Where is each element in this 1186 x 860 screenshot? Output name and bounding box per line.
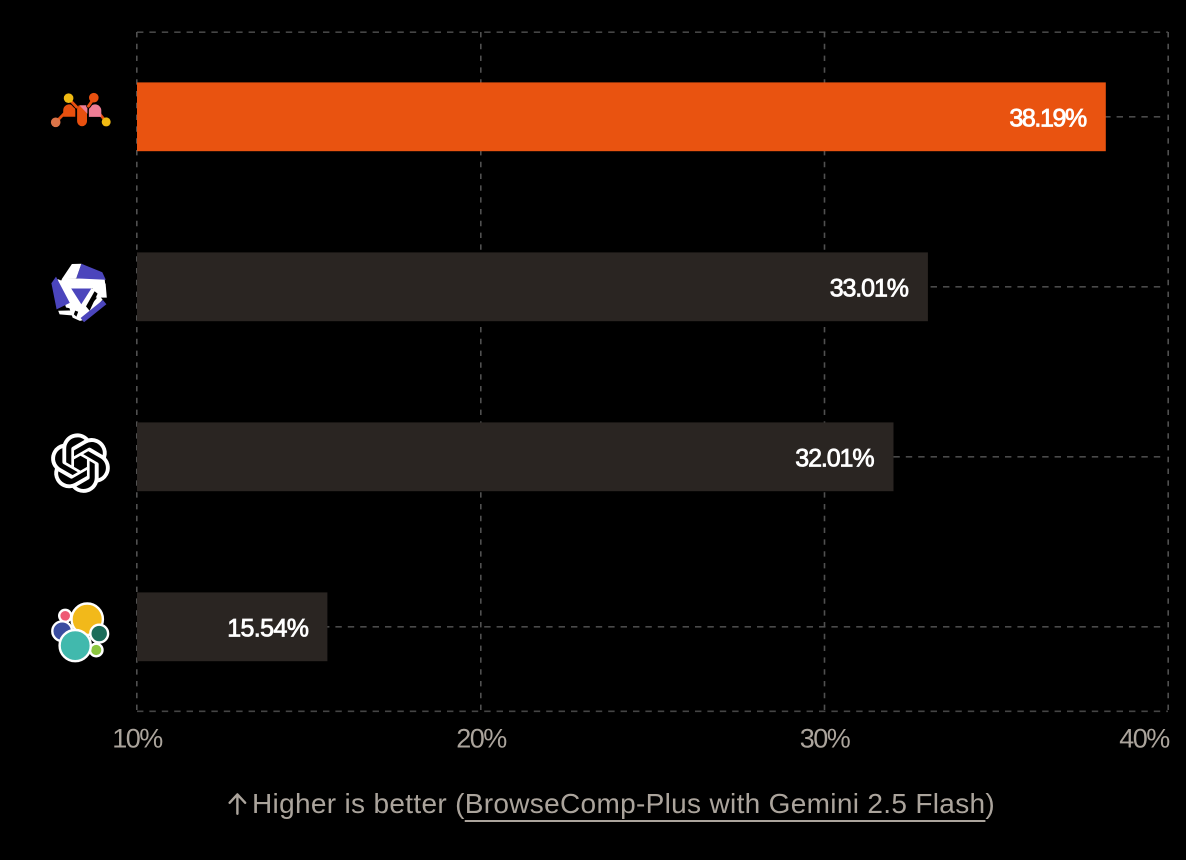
svg-text:32.01%: 32.01% bbox=[795, 445, 874, 473]
svg-text:33.01%: 33.01% bbox=[830, 275, 909, 303]
svg-text:15.54%: 15.54% bbox=[227, 615, 309, 643]
svg-text:20%: 20% bbox=[456, 723, 507, 753]
svg-text:30%: 30% bbox=[800, 723, 851, 753]
svg-text:40%: 40% bbox=[1119, 723, 1170, 753]
svg-text:10%: 10% bbox=[112, 723, 163, 753]
svg-text:38.19%: 38.19% bbox=[1009, 105, 1087, 133]
